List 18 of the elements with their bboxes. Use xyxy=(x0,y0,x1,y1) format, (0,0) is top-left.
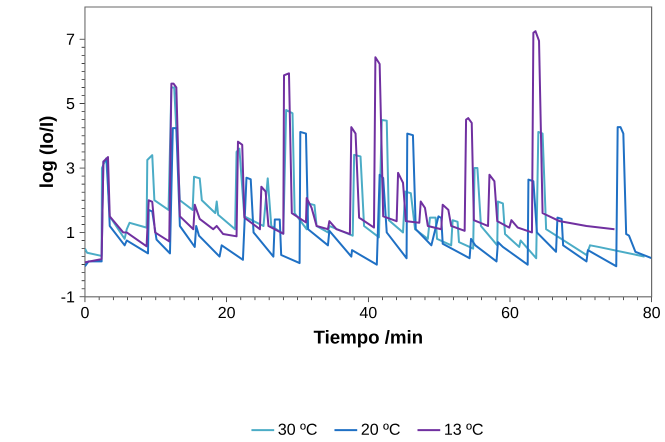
legend-label: 13 ºC xyxy=(445,424,483,435)
x-tick-label: 20 xyxy=(218,306,235,318)
y-axis-title: log (Io/I) xyxy=(39,116,57,187)
line-series xyxy=(84,86,646,260)
x-tick-label: 60 xyxy=(502,306,518,318)
y-tick-label: 7 xyxy=(66,34,74,45)
x-tick-label: 0 xyxy=(81,306,89,318)
legend-label: 30 ºC xyxy=(278,424,317,435)
x-tick-label: 40 xyxy=(360,306,377,318)
y-tick-label: 1 xyxy=(67,226,74,238)
legend-label: 20 ºC xyxy=(362,424,400,435)
line-series xyxy=(84,126,652,268)
x-tick-label: 80 xyxy=(643,306,660,318)
y-tick-label: 5 xyxy=(66,98,74,110)
x-axis-title: Tiempo /min xyxy=(314,330,422,348)
line-series xyxy=(84,30,616,264)
y-tick-label: -1 xyxy=(61,291,74,302)
y-tick-label: 3 xyxy=(66,162,74,174)
